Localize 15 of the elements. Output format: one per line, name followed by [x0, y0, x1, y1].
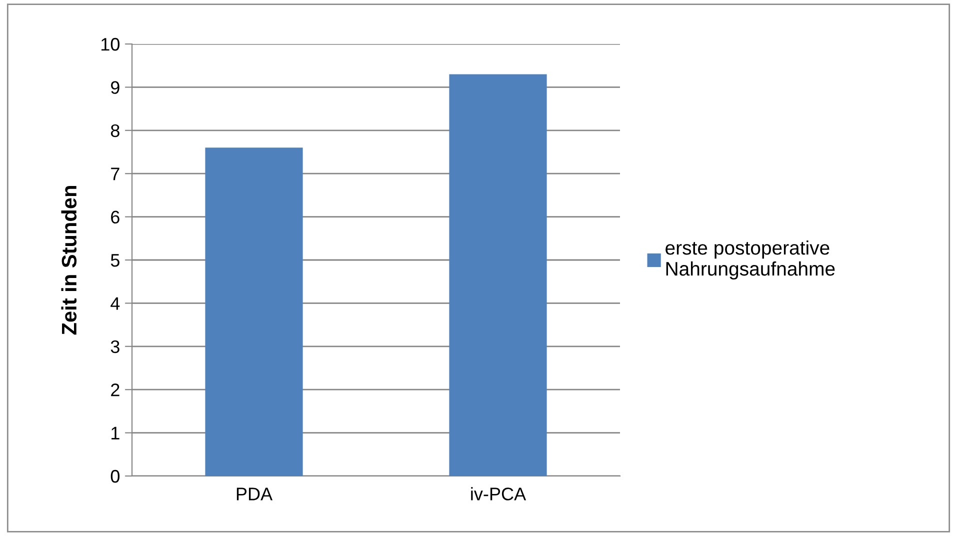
x-tick-label: PDA	[236, 488, 273, 500]
y-tick-label: 3	[110, 340, 120, 354]
y-tick-label: 5	[110, 254, 120, 267]
y-tick-label: 6	[111, 210, 120, 224]
legend-label: erste postoperative Nahrungsaufnahme	[666, 240, 835, 280]
y-tick-label: 0	[110, 470, 120, 483]
y-tick-label: 1	[112, 426, 120, 440]
y-tick-label: 9	[111, 81, 120, 94]
y-tick-label: 10	[101, 38, 120, 51]
x-tick-label: iv-PCA	[471, 487, 526, 500]
y-tick-label: 8	[110, 124, 120, 138]
y-tick-label: 7	[111, 168, 120, 180]
y-tick-label: 2	[111, 384, 120, 396]
y-axis-title: Zeit in Stunden	[61, 186, 77, 335]
y-tick-label: 4	[110, 297, 120, 310]
